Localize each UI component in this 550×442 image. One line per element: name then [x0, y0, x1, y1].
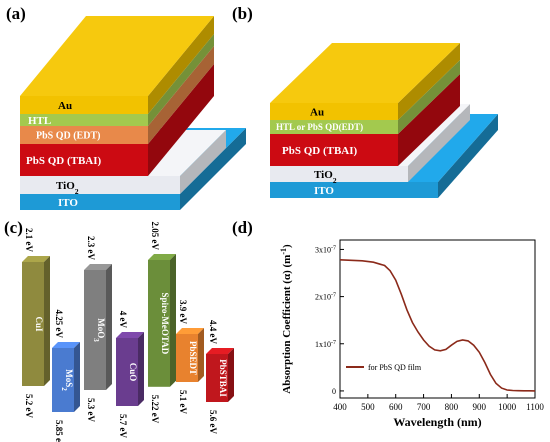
band-top-energy: 3.9 eV: [178, 300, 188, 324]
layer-label: ITO: [58, 197, 78, 209]
panel-label-c: (c): [4, 218, 23, 237]
layer-b-1: HTL or PbS QD(EDT): [270, 60, 460, 134]
band-name: PbSEDT: [188, 341, 198, 375]
band-spiromeotad: Spiro-MeOTAD 2.05 eV 5.22 eV: [148, 222, 176, 424]
absorption-series-line: [339, 259, 536, 392]
x-tick-label: 500: [361, 402, 375, 412]
band-bottom-energy: 5.2 eV: [24, 394, 34, 418]
band-top-energy: 2.1 eV: [24, 228, 34, 252]
layer-a-1: HTL: [20, 34, 214, 127]
y-tick-label: 2x10-7: [315, 293, 336, 302]
band-top-energy: 2.05 eV: [150, 222, 160, 251]
x-tick-label: 400: [333, 402, 347, 412]
layer-label: PbS QD (TBAI): [282, 145, 358, 157]
y-tick-label: 1x10-7: [315, 340, 336, 349]
panel-label-d: (d): [232, 218, 253, 237]
band-cuo: CuO 4 eV 5.7 eV: [116, 311, 144, 438]
band-bottom-energy: 5.1 eV: [178, 390, 188, 414]
band-name: CuO: [128, 363, 138, 382]
band-name: PbSTBAI: [218, 359, 228, 397]
band-bottom-energy: 5.3 eV: [86, 398, 96, 422]
band-bottom-energy: 5.85 eV: [54, 420, 64, 442]
band-bottom-energy: 5.6 eV: [208, 410, 218, 434]
band-cui: CuI 2.1 eV 5.2 eV: [22, 228, 50, 418]
x-tick-label: 700: [417, 402, 431, 412]
band-pbsedt: PbSEDT 3.9 eV 5.1 eV: [176, 300, 204, 414]
x-tick-label: 900: [473, 402, 487, 412]
band-bottom-energy: 5.7 eV: [118, 414, 128, 438]
y-tick-label: 0: [332, 387, 336, 396]
layer-a-3: PbS QD (TBAI): [20, 64, 214, 176]
band-name: CuI: [34, 316, 44, 332]
layer-a-0: Au: [20, 16, 214, 114]
x-tick-label: 1100: [526, 402, 544, 412]
band-top-energy: 4 eV: [118, 311, 128, 329]
y-tick-label: 3x10-7: [315, 245, 336, 254]
layer-label: Au: [310, 106, 324, 118]
layer-b-0: Au: [270, 43, 460, 120]
plot-frame: [339, 239, 536, 399]
layer-label: Au: [58, 100, 72, 112]
legend-label: for PbS QD film: [368, 363, 422, 372]
band-bottom-energy: 5.22 eV: [150, 395, 160, 424]
layer-label: PbS QD (EDT): [36, 131, 100, 142]
band-top-energy: 4.25 eV: [54, 310, 64, 339]
layer-label: HTL or PbS QD(EDT): [276, 122, 363, 132]
y-axis-label: Absorption Coefficient (α) (m-1): [279, 244, 294, 394]
x-tick-label: 600: [389, 402, 403, 412]
band-name: Spiro-MeOTAD: [160, 293, 170, 355]
band-top-energy: 2.3 eV: [86, 236, 96, 260]
layer-label: ITO: [314, 185, 334, 197]
layer-a-2: PbS QD (EDT): [20, 46, 214, 144]
layer-label: PbS QD (TBAI): [26, 155, 102, 167]
layer-label: HTL: [28, 115, 51, 127]
x-tick-label: 1000: [498, 402, 517, 412]
layer-label: TiO2: [56, 180, 79, 196]
panel-label-b: (b): [232, 4, 253, 23]
panel-label-a: (a): [6, 4, 26, 23]
layer-b-2: PbS QD (TBAI): [270, 74, 460, 166]
x-tick-label: 800: [445, 402, 459, 412]
band-pbstbai: PbSTBAI 4.4 eV 5.6 eV: [206, 320, 234, 434]
x-axis-label: Wavelength (nm): [393, 415, 481, 429]
band-top-energy: 4.4 eV: [208, 320, 218, 344]
layer-label: TiO2: [314, 169, 337, 185]
